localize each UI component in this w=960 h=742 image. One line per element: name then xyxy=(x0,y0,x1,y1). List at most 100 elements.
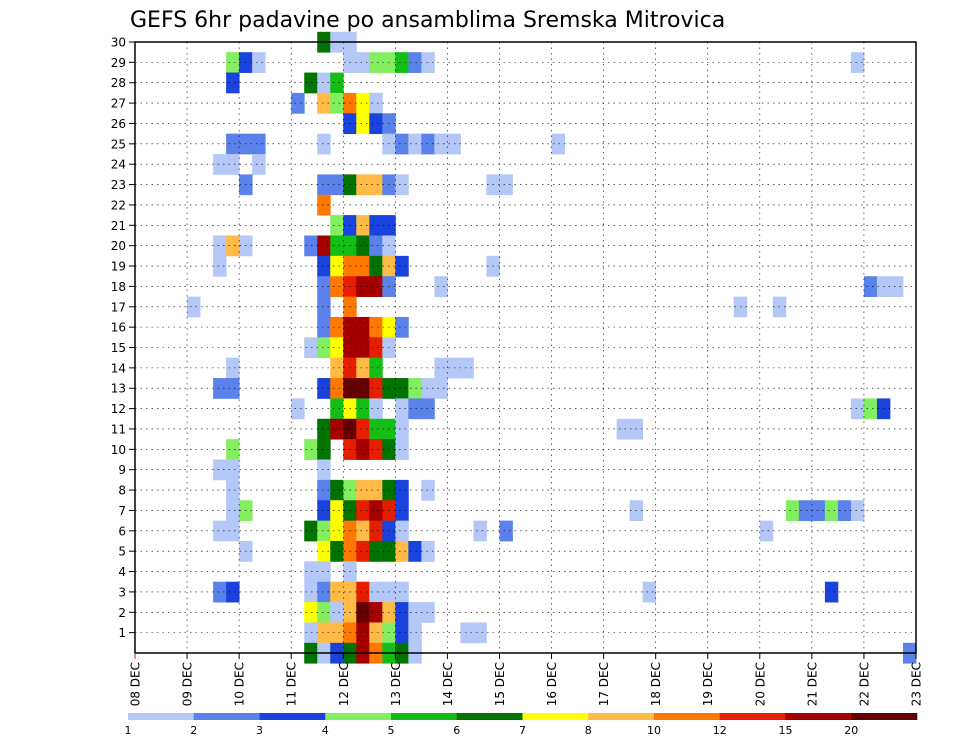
heatmap-cell xyxy=(460,622,474,644)
heatmap-cell xyxy=(850,500,865,522)
heatmap-cell xyxy=(863,398,878,420)
heatmap-cell xyxy=(226,439,240,460)
y-tick-label: 15 xyxy=(111,341,126,355)
heatmap-cell xyxy=(252,133,266,155)
y-tick-label: 18 xyxy=(111,280,126,294)
heatmap-cell xyxy=(369,520,383,542)
heatmap-cell xyxy=(304,602,318,623)
heatmap-cell xyxy=(811,500,826,522)
y-tick-label: 9 xyxy=(118,463,126,477)
heatmap-cell xyxy=(473,622,487,644)
heatmap-cell xyxy=(226,378,240,399)
heatmap-cell xyxy=(317,316,331,338)
heatmap-cell xyxy=(395,520,409,542)
heatmap-cell xyxy=(551,133,565,155)
heatmap-cell xyxy=(499,174,513,196)
heatmap-cell xyxy=(330,500,344,522)
heatmap-cell xyxy=(798,500,813,522)
heatmap-cell xyxy=(304,622,318,644)
colorbar-label: 3 xyxy=(256,724,263,737)
x-tick-label: 16 DEC xyxy=(545,662,559,706)
colorbar-swatch xyxy=(719,713,786,720)
heatmap-cell xyxy=(369,439,383,460)
y-axis: 1234567891011121314151617181920212223242… xyxy=(111,36,135,640)
heatmap-cell xyxy=(213,255,227,277)
heatmap-cell xyxy=(330,418,344,440)
heatmap-cell xyxy=(863,276,878,297)
y-tick-label: 10 xyxy=(111,443,126,457)
heatmap-cell xyxy=(395,133,409,155)
heatmap-cell xyxy=(421,133,435,155)
heatmap-cell xyxy=(317,418,331,440)
heatmap-cell xyxy=(421,479,435,501)
heatmap-cell xyxy=(226,479,240,501)
colorbar-swatch xyxy=(456,713,523,720)
heatmap-cell xyxy=(369,52,383,73)
heatmap-cell xyxy=(330,316,344,338)
heatmap-cell xyxy=(330,581,344,603)
x-tick-label: 09 DEC xyxy=(181,662,195,706)
heatmap-cell xyxy=(408,52,422,73)
heatmap-cell xyxy=(356,439,370,460)
heatmap-cell xyxy=(330,174,344,196)
heatmap-cell xyxy=(213,581,227,603)
y-tick-label: 13 xyxy=(111,382,126,396)
heatmap-cell xyxy=(421,602,435,623)
colorbar-swatch xyxy=(785,713,852,720)
heatmap-cell xyxy=(642,581,657,603)
y-tick-label: 12 xyxy=(111,402,126,416)
heatmap-cell xyxy=(369,316,383,338)
heatmap-cell xyxy=(421,398,435,420)
heatmap-cell xyxy=(317,622,331,644)
heatmap-cell xyxy=(356,255,370,277)
heatmap-cell xyxy=(408,398,422,420)
colorbar: 1 2 3 4 5 6 7 8 10 12 15 20 xyxy=(125,713,918,737)
x-tick-label: 18 DEC xyxy=(649,662,663,706)
heatmap-cell xyxy=(369,215,383,236)
heatmap-cell xyxy=(317,72,331,94)
x-tick-label: 12 DEC xyxy=(337,662,351,706)
y-tick-label: 19 xyxy=(111,260,126,274)
x-axis: 08 DEC 09 DEC 10 DEC 11 DEC 12 DEC 13 DEC 14 D… xyxy=(129,653,924,706)
y-tick-label: 21 xyxy=(111,219,126,233)
colorbar-label: 6 xyxy=(453,724,460,737)
heatmap-cell xyxy=(317,439,331,460)
heatmap-cell xyxy=(369,378,383,399)
y-tick-label: 17 xyxy=(111,300,126,314)
heatmap-cell xyxy=(408,378,422,399)
heatmap-cell xyxy=(434,133,448,155)
heatmap-cell xyxy=(616,418,631,440)
heatmap-cell xyxy=(824,581,839,603)
heatmap-cell xyxy=(226,154,240,175)
heatmap-cell xyxy=(317,520,331,542)
heatmap-cell xyxy=(395,622,409,644)
heatmap-cell xyxy=(213,378,227,399)
heatmap-cell xyxy=(421,378,435,399)
x-tick-label: 21 DEC xyxy=(805,662,819,706)
heatmap-cell xyxy=(330,92,344,114)
colorbar-label: 15 xyxy=(779,724,793,737)
heatmap-cell xyxy=(317,459,331,481)
y-tick-label: 28 xyxy=(111,76,126,90)
y-tick-label: 29 xyxy=(111,56,126,70)
heatmap-cell xyxy=(408,622,422,644)
heatmap-cell xyxy=(369,622,383,644)
heatmap-cell xyxy=(304,235,318,257)
colorbar-swatch xyxy=(128,713,195,720)
colorbar-swatch xyxy=(325,713,392,720)
heatmap-cell xyxy=(421,52,435,73)
heatmap-cell xyxy=(369,255,383,277)
heatmap-cell xyxy=(317,255,331,277)
heatmap-cell xyxy=(226,133,240,155)
heatmap-cell xyxy=(369,357,383,379)
heatmap-cell xyxy=(330,540,344,562)
heatmap-cell xyxy=(317,378,331,399)
heatmap-cell xyxy=(356,92,370,114)
colorbar-label: 2 xyxy=(190,724,197,737)
heatmap-cell xyxy=(291,92,305,114)
colorbar-swatch xyxy=(851,713,918,720)
heatmap-cell xyxy=(291,398,305,420)
heatmap-cell xyxy=(330,255,344,277)
heatmap-cell xyxy=(395,540,409,562)
heatmap-cell xyxy=(187,296,201,318)
